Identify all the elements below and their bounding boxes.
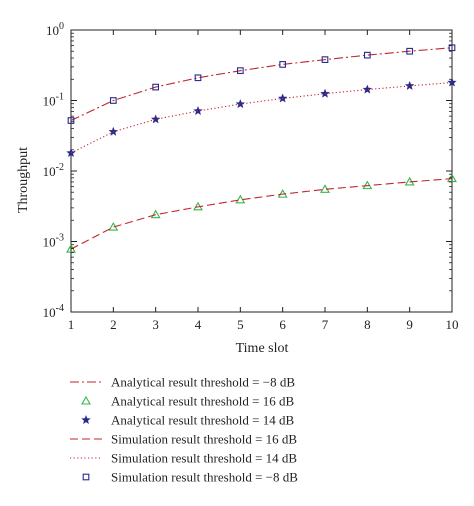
data-point: [362, 84, 373, 94]
legend-label: Analytical result threshold = 16 dB: [111, 394, 294, 409]
y-axis-label: Throughput: [16, 147, 31, 213]
data-point: [150, 114, 161, 124]
legend-item: Analytical result threshold = 16 dB: [81, 394, 294, 409]
series-line: [70, 178, 453, 250]
x-axis-label: Time slot: [236, 341, 289, 356]
legend-label: Analytical result threshold = −8 dB: [111, 375, 295, 390]
data-point: [279, 61, 287, 68]
x-tick-label: 6: [279, 317, 286, 332]
series-2: [66, 173, 457, 253]
data-point: [109, 97, 117, 104]
legend-label: Simulation result threshold = −8 dB: [111, 470, 298, 485]
legend-item: Analytical result threshold = 14 dB: [81, 413, 294, 428]
series-5: [70, 81, 453, 154]
series-1: [70, 47, 453, 122]
series-4: [70, 178, 453, 250]
plot-border: [70, 29, 453, 313]
data-point: [236, 67, 244, 75]
data-point: [363, 51, 371, 59]
data-point: [404, 80, 415, 91]
legend-swatch-marker: [81, 395, 91, 405]
legend-item: Analytical result threshold = −8 dB: [70, 375, 295, 390]
x-tick-label: 2: [110, 317, 117, 332]
data-point: [193, 105, 203, 116]
x-tick-label: 1: [68, 317, 75, 332]
x-tick-label: 9: [406, 317, 413, 332]
data-point: [406, 47, 414, 55]
data-point: [235, 194, 246, 204]
series-6: [67, 44, 456, 124]
x-tick-label: 3: [152, 317, 159, 332]
data-point: [150, 209, 161, 219]
y-tick-label: 10-3: [43, 233, 64, 250]
y-tick-label: 10-1: [43, 92, 64, 109]
data-point: [67, 117, 75, 124]
y-tick-label: 10-4: [43, 303, 64, 320]
legend-label: Simulation result threshold = 16 dB: [111, 432, 297, 447]
legend-swatch-marker: [81, 414, 91, 425]
legend-item: Simulation result threshold = 16 dB: [70, 432, 297, 447]
data-point: [194, 74, 202, 82]
tick-layer: 1 2 3 4 5 6 7 8 9 10 10-4 10-3 10-2 10-1 100: [43, 21, 459, 332]
legend: Analytical result threshold = −8 dB Analy…: [70, 375, 298, 485]
series-line: [70, 47, 453, 122]
data-point: [447, 77, 457, 87]
data-point: [152, 83, 160, 91]
legend-label: Simulation result threshold = 14 dB: [111, 451, 297, 466]
series-line: [70, 81, 453, 154]
x-tick-label: 5: [237, 317, 244, 332]
legend-item: Simulation result threshold = −8 dB: [82, 470, 298, 485]
data-point: [448, 44, 456, 52]
legend-item: Simulation result threshold = 14 dB: [70, 451, 297, 466]
x-tick-label: 10: [446, 317, 459, 332]
x-tick-label: 7: [322, 317, 329, 332]
y-tick-label: 100: [46, 21, 64, 38]
series-layer: [66, 44, 457, 253]
y-tick-label: 10-2: [43, 162, 64, 179]
legend-label: Analytical result threshold = 14 dB: [111, 413, 294, 428]
series-3: [66, 77, 457, 158]
x-tick-label: 8: [364, 317, 371, 332]
legend-swatch-marker: [82, 473, 90, 481]
x-tick-label: 4: [195, 317, 202, 332]
data-point: [321, 56, 329, 63]
plot-frame: [70, 29, 453, 313]
